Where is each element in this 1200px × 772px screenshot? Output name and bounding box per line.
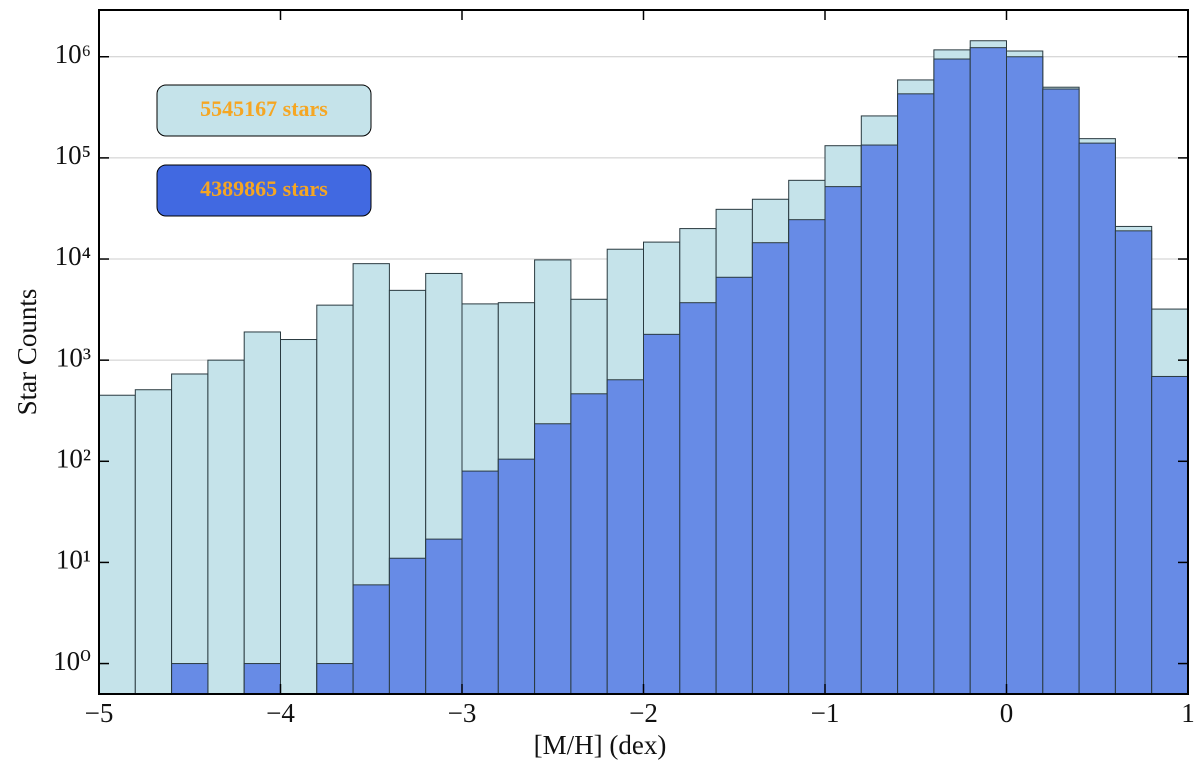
bar: [715, 276, 753, 695]
bar: [171, 373, 209, 695]
annotation-box: [156, 84, 372, 137]
x-tick-label: −1: [811, 698, 840, 728]
x-tick-label: −4: [266, 698, 295, 728]
y-tick-label: 10³: [56, 342, 91, 372]
bar: [243, 331, 281, 695]
y-tick-label: 10²: [56, 443, 91, 473]
bar: [679, 302, 717, 695]
y-tick-label: 10⁴: [55, 241, 91, 271]
y-tick-label: 10¹: [56, 545, 91, 575]
bar: [1042, 88, 1080, 695]
bar: [897, 93, 935, 695]
bar: [425, 538, 463, 695]
x-tick-label: −5: [85, 698, 114, 728]
bar: [98, 394, 136, 695]
bar: [969, 47, 1008, 695]
bar: [570, 393, 608, 695]
bar: [134, 389, 173, 695]
annotation-box: [156, 164, 372, 217]
x-tick-label: −3: [448, 698, 477, 728]
bar: [497, 458, 536, 695]
bar: [643, 333, 681, 695]
y-tick-label: 10⁰: [53, 646, 91, 676]
annotation: 5545167 stars: [200, 96, 328, 121]
bar: [1151, 375, 1189, 695]
bar: [788, 219, 826, 695]
bar: [933, 58, 971, 695]
y-tick-label: 10⁶: [55, 39, 91, 69]
y-tick-label: 10⁵: [55, 140, 91, 170]
x-tick-label: −2: [629, 698, 658, 728]
bar: [352, 584, 390, 695]
y-axis-label: Star Counts: [12, 289, 42, 416]
bar: [171, 663, 209, 695]
bar: [860, 144, 899, 695]
x-axis-label: [M/H] (dex): [534, 730, 667, 760]
bar: [1078, 142, 1116, 695]
bar: [243, 663, 281, 695]
bar: [280, 339, 318, 695]
bar: [316, 304, 354, 695]
annotation: 4389865 stars: [200, 176, 328, 201]
bar: [461, 470, 499, 695]
bar: [824, 186, 862, 695]
bar: [1006, 56, 1044, 695]
bar: [751, 242, 790, 695]
bar: [207, 359, 245, 695]
bar: [606, 379, 645, 695]
bar: [316, 663, 354, 695]
x-tick-label: 0: [1000, 698, 1014, 728]
bar: [1114, 230, 1153, 695]
bar: [534, 423, 572, 695]
x-tick-label: 1: [1181, 698, 1195, 728]
bar: [388, 557, 427, 695]
